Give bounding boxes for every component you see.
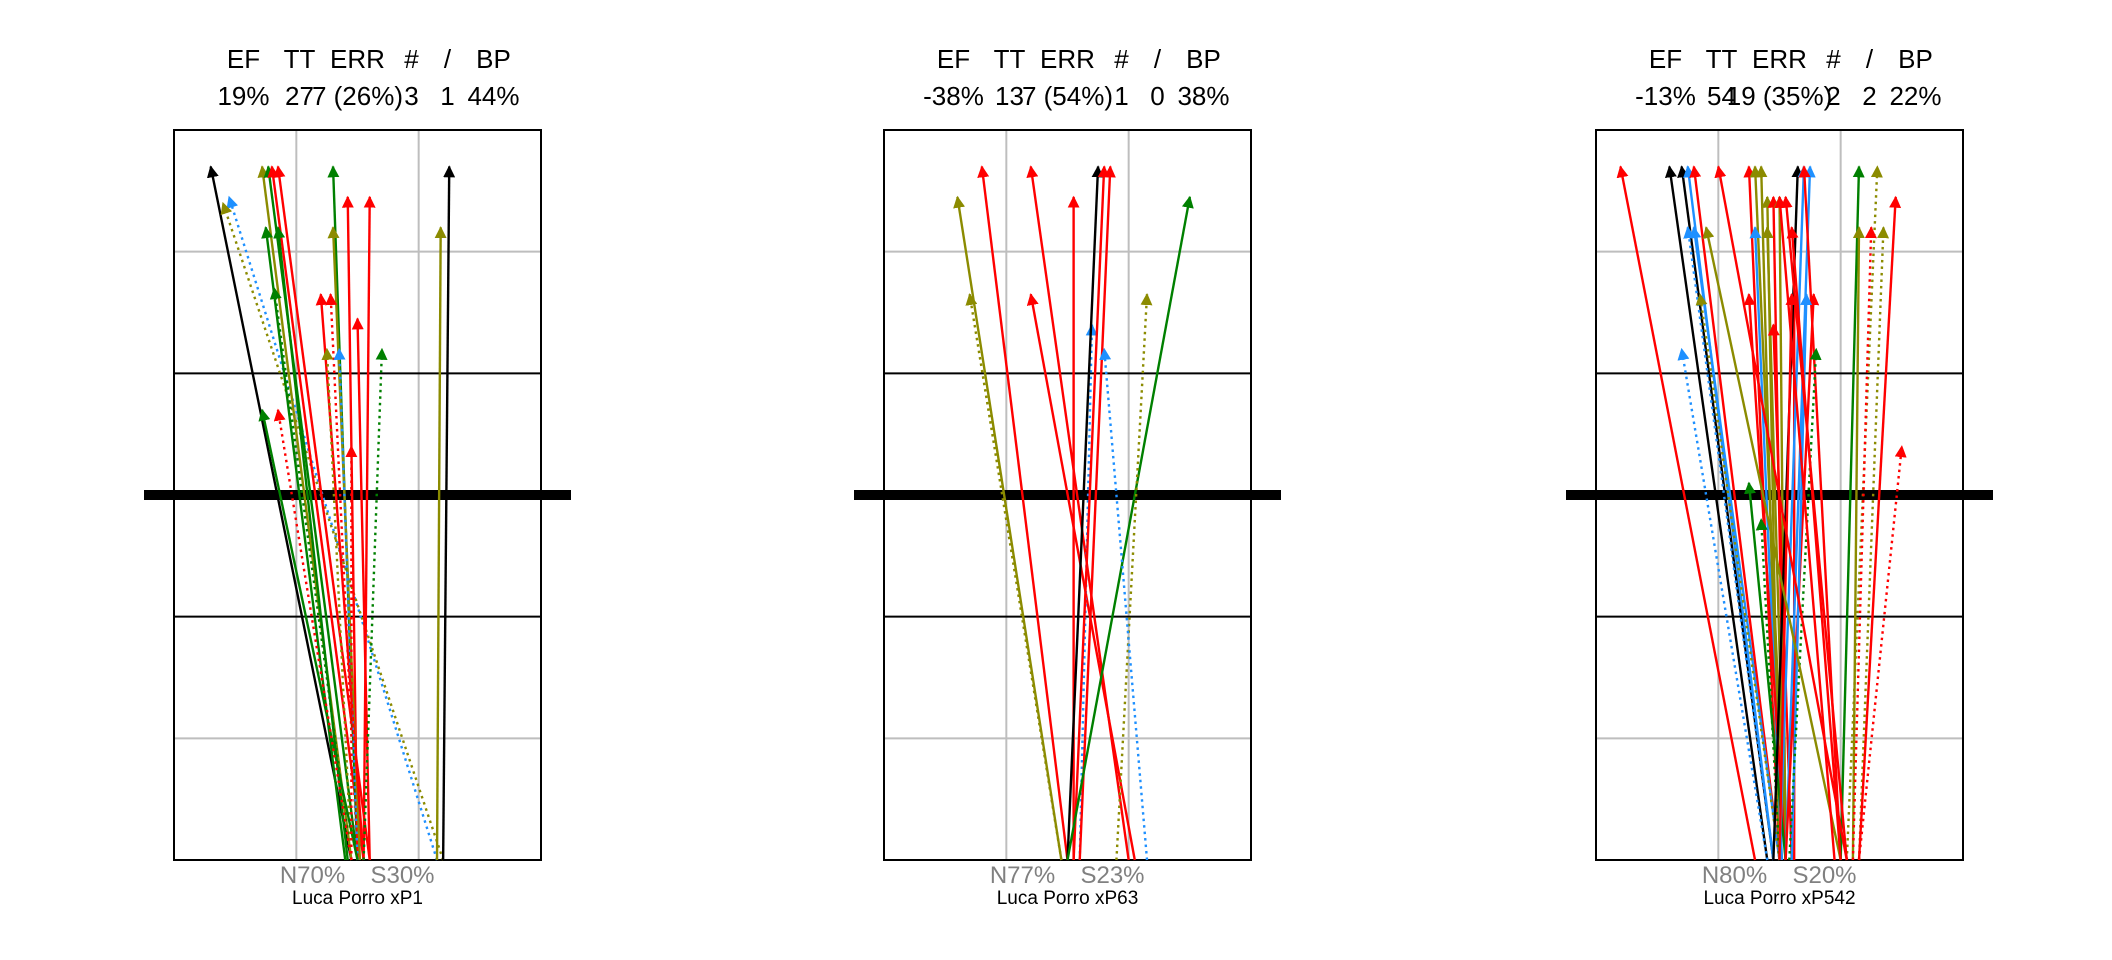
trajectory-arrow — [1857, 195, 1902, 861]
header-value: -38% — [923, 81, 984, 111]
header-label: ERR — [1752, 44, 1807, 74]
trajectory-arrow — [351, 317, 371, 861]
header-value: 3 — [404, 81, 418, 111]
header-label: # — [1826, 44, 1841, 74]
trajectory-arrow — [1664, 165, 1769, 861]
header-label: / — [1866, 44, 1874, 74]
header-value: 38% — [1177, 81, 1229, 111]
trajectory-arrow — [1851, 226, 1877, 861]
player-caption: Luca Porro xP63 — [997, 888, 1139, 909]
trajectory-arrow — [1066, 165, 1104, 861]
header-value: 1 — [1114, 81, 1128, 111]
header-label: ERR — [330, 44, 385, 74]
header-value: 2 — [1862, 81, 1876, 111]
header-value: 0 — [1150, 81, 1164, 111]
header-label: BP — [1186, 44, 1221, 74]
trajectory-arrow — [434, 226, 447, 861]
trajectory-arrow — [1851, 226, 1865, 861]
trajectory-arrow — [220, 201, 445, 861]
trajectory-arrow — [257, 165, 353, 861]
trajectory-arrow — [362, 347, 388, 861]
player-caption: Luca Porro xP1 — [292, 888, 423, 909]
s-percent-label: S20% — [1792, 862, 1856, 889]
header-label: ERR — [1040, 44, 1095, 74]
header-label: # — [1114, 44, 1129, 74]
header-label: EF — [1649, 44, 1682, 74]
trajectory-arrow — [1743, 481, 1787, 861]
trajectory-arrow — [1798, 165, 1842, 861]
trajectory-arrow — [1743, 293, 1787, 861]
n-percent-label: N77% — [990, 862, 1055, 889]
trajectory-arrow — [1689, 165, 1781, 861]
trajectory-arrow — [1026, 293, 1136, 861]
header-value: 27 — [285, 81, 314, 111]
trajectory-arrow — [362, 195, 376, 861]
trajectory-arrow — [206, 165, 353, 861]
trajectory-arrow — [1695, 293, 1781, 861]
trajectory-arrow — [1788, 347, 1822, 861]
header-value: 22% — [1889, 81, 1941, 111]
s-percent-label: S30% — [370, 862, 434, 889]
trajectory-arrow — [1786, 226, 1842, 861]
trajectory-arrow — [315, 293, 365, 861]
header-value: 7 (26%) — [312, 81, 403, 111]
trajectory-arrow — [1683, 226, 1775, 861]
trajectory-arrow — [1839, 165, 1865, 861]
header-value: 7 (54%) — [1022, 81, 1113, 111]
trajectory-arrow — [1778, 293, 1798, 861]
player-caption: Luca Porro xP542 — [1703, 888, 1855, 909]
trajectory-arrow — [1115, 293, 1153, 861]
trajectory-arrow — [261, 226, 347, 861]
header-label: EF — [937, 44, 970, 74]
s-percent-label: S23% — [1080, 862, 1144, 889]
header-value: 44% — [467, 81, 519, 111]
trajectory-arrow — [1774, 195, 1836, 861]
panel-2: EF TT ERR # / BP -38% 137 (54%) 1 0 38% N77% S23%Luc… — [854, 44, 1281, 909]
trajectory-arrow — [267, 165, 365, 861]
header-value: 13 — [995, 81, 1024, 111]
trajectory-arrow — [1784, 165, 1816, 861]
trajectory-arrow — [226, 195, 439, 861]
trajectory-arrow — [1857, 445, 1907, 861]
trajectory-arrow — [1702, 226, 1842, 861]
header-value: 1 — [440, 81, 454, 111]
header-label: TT — [284, 44, 316, 74]
header-value: -13% — [1635, 81, 1696, 111]
trajectory-arrow — [258, 408, 359, 861]
header-label: / — [444, 44, 452, 74]
trajectory-arrow — [1616, 165, 1757, 861]
trajectory-arrow — [1078, 165, 1116, 861]
header-value: 19 (35%) — [1727, 81, 1833, 111]
trajectory-arrow — [333, 347, 359, 861]
panel-1: EF TT ERR # / BP 19% 277 (26%) 3 1 44% N70% S30%Luca… — [144, 44, 571, 909]
trajectory-arrow — [441, 165, 456, 861]
n-percent-label: N80% — [1702, 862, 1767, 889]
header-value: 19% — [217, 81, 269, 111]
trajectory-arrow — [1072, 165, 1110, 861]
trajectory-arrow — [321, 347, 353, 861]
header-value: 54 — [1707, 81, 1736, 111]
header-label: EF — [227, 44, 260, 74]
header-label: TT — [994, 44, 1026, 74]
header-label: TT — [1706, 44, 1738, 74]
trajectory-arrow — [1755, 518, 1781, 861]
header-value: 2 — [1826, 81, 1840, 111]
trajectory-arrow — [1066, 195, 1194, 861]
trajectory-arrow — [273, 408, 353, 861]
header-label: BP — [476, 44, 511, 74]
trajectory-arrow — [953, 195, 1063, 861]
n-percent-label: N70% — [280, 862, 345, 889]
header-label: BP — [1898, 44, 1933, 74]
trajectory-arrow — [977, 165, 1069, 861]
trajectory-arrow — [1857, 226, 1890, 861]
trajectory-arrow — [1099, 347, 1149, 861]
header-label: # — [404, 44, 419, 74]
trajectory-arrow — [1778, 165, 1810, 861]
trajectory-arrow — [965, 293, 1063, 861]
header-label: / — [1154, 44, 1162, 74]
trajectory-arrow — [1677, 347, 1769, 861]
